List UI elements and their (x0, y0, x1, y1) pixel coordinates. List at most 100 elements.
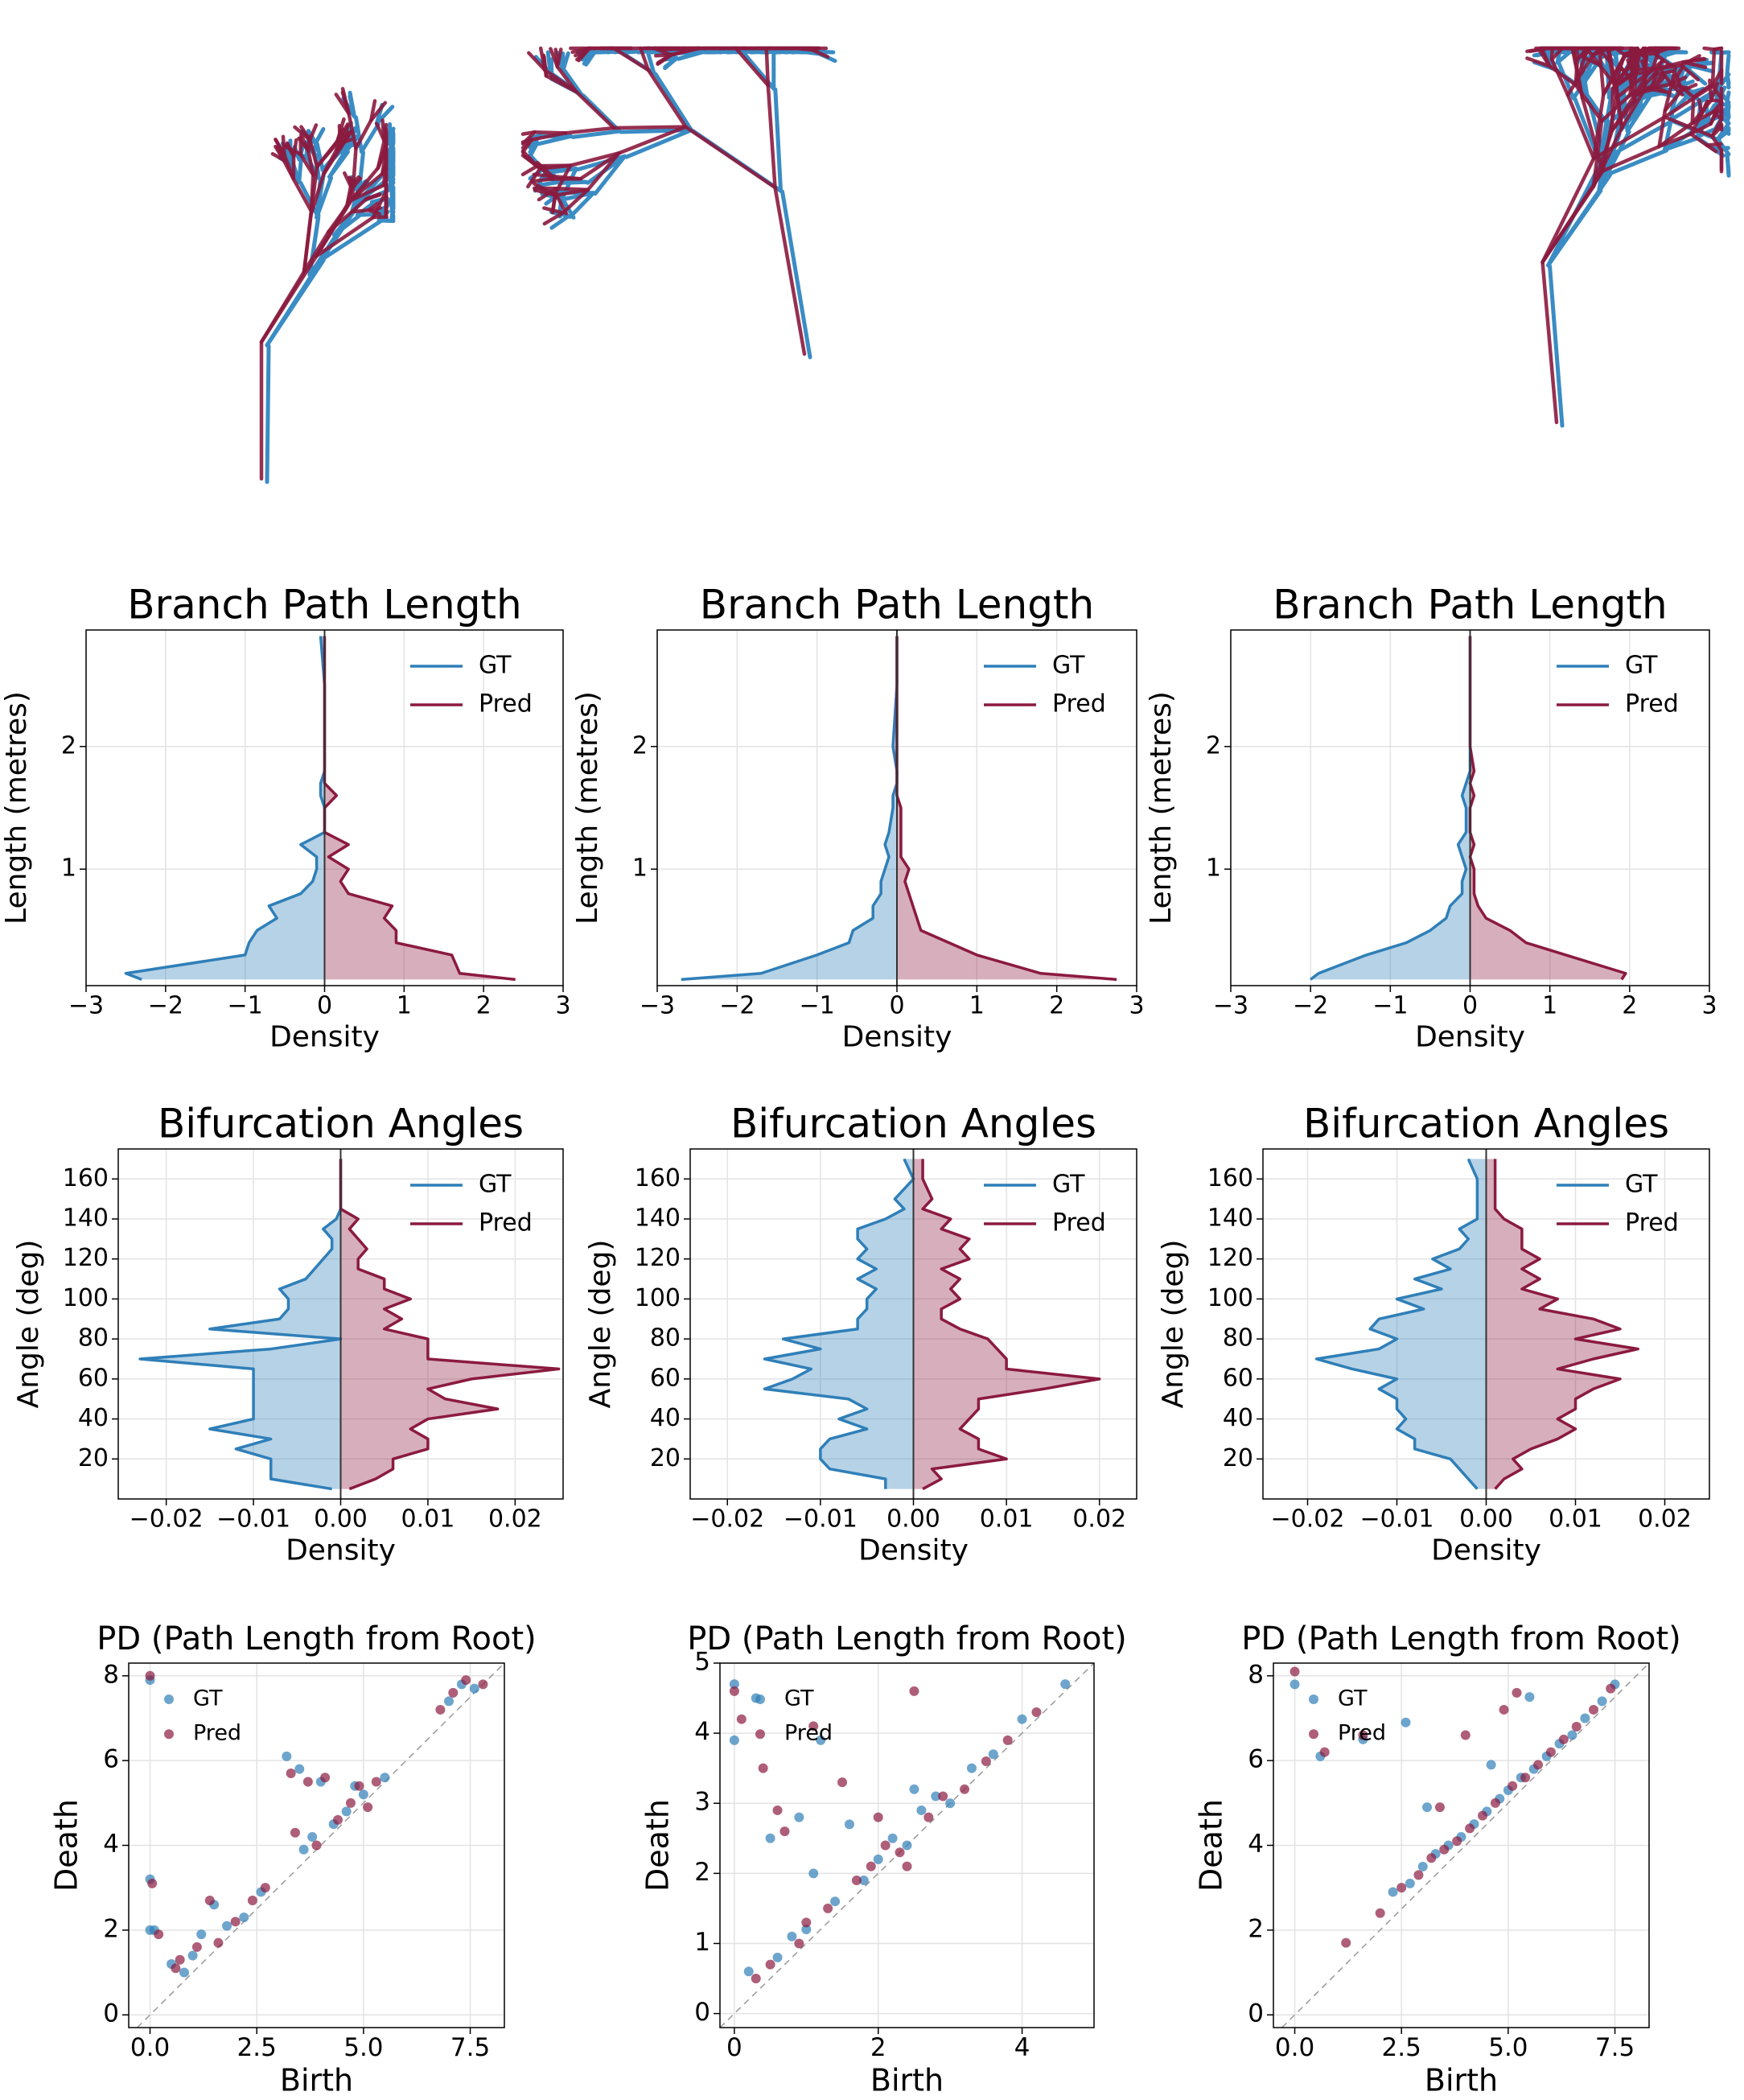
tree-segment-pred (299, 125, 312, 142)
tree-segment-pred (348, 175, 361, 188)
legend: GT Pred (984, 652, 1106, 719)
tree-renderings (259, 46, 1731, 484)
tree-segment-gt (1725, 90, 1731, 104)
plot-area (137, 1662, 505, 2028)
point (729, 1686, 739, 1696)
tree-segment-gt (331, 213, 361, 237)
legend-label: GT (479, 1171, 512, 1199)
axes-frame (689, 1148, 1137, 1500)
legend: GT Pred (410, 1171, 533, 1237)
chart-title: Bifurcation Angles (158, 1101, 524, 1147)
x-axis-label: Birth (280, 2063, 353, 2098)
tree-segment-pred (367, 208, 381, 216)
tree-segment-gt (389, 154, 396, 172)
point (298, 1844, 309, 1855)
tree-segment-pred (563, 126, 616, 135)
x-tick-label: 0.02 (488, 1505, 542, 1534)
point (478, 1679, 488, 1690)
tree-segment-pred (1540, 156, 1596, 265)
tree-segment-pred (308, 123, 319, 142)
chart: PD (Path Length from Root) 0.0 2.5 5.0 7.5 0 2… (1194, 1620, 1681, 2098)
y-tick-label: 2 (632, 731, 648, 760)
tree-segment-pred (1663, 83, 1674, 113)
density-area (324, 636, 516, 980)
point (772, 1952, 783, 1962)
x-tick-label: 0.01 (980, 1505, 1034, 1534)
point (187, 1950, 198, 1961)
tree-segment-pred (1688, 121, 1713, 136)
point (808, 1721, 819, 1731)
tree-segment-gt (549, 214, 571, 230)
point (239, 1913, 249, 1923)
tree-segment-pred (327, 210, 354, 234)
tree-segment-gt (389, 149, 396, 155)
tree-segment-gt (389, 168, 396, 197)
tree-segment-pred (348, 183, 386, 204)
y-tick-label: 160 (1207, 1164, 1253, 1192)
tree-segment-pred (1601, 144, 1661, 173)
tree-segment-pred (350, 166, 380, 201)
x-tick-label: 0.0 (130, 2033, 170, 2062)
tree-segment-gt (624, 128, 693, 159)
tree-segment-pred (309, 164, 319, 213)
y-axis-label: Death (640, 1799, 676, 1892)
y-tick-label: 2 (61, 731, 76, 760)
point (1319, 1747, 1330, 1757)
x-tick-label: 3 (1129, 992, 1144, 1020)
tree-segment-gt (702, 49, 744, 55)
y-tick-label: 2 (694, 1858, 710, 1887)
tree-segment-pred (1663, 115, 1714, 138)
point (895, 1847, 905, 1858)
y-axis-label: Death (1194, 1799, 1229, 1892)
y-tick-label: 120 (1207, 1244, 1253, 1272)
x-tick-label: −2 (148, 992, 183, 1020)
point (1512, 1687, 1522, 1698)
point (736, 1714, 747, 1724)
tree-segment-pred (532, 181, 557, 198)
tree-segment-pred (1680, 63, 1700, 82)
legend: GT Pred (410, 652, 533, 719)
point (341, 1806, 352, 1817)
point (196, 1929, 207, 1940)
density-area (897, 636, 1117, 980)
y-tick-label: 120 (63, 1244, 109, 1272)
tree-segment-gt (297, 158, 303, 184)
tree-segment-pred (1710, 47, 1717, 88)
point (175, 1954, 185, 1965)
chart: PD (Path Length from Root) 0 2 4 0 1 2 3 4 5 Birth… (640, 1620, 1127, 2098)
point (851, 1876, 862, 1886)
point (1558, 1734, 1569, 1744)
tree-segment-pred (1709, 81, 1720, 102)
y-tick-label: 140 (63, 1204, 109, 1233)
tree-segment-pred (1623, 48, 1653, 56)
tree-segment-pred (333, 127, 345, 147)
y-tick-label: 8 (1248, 1660, 1264, 1689)
point (1375, 1908, 1385, 1918)
point (902, 1861, 912, 1871)
y-tick-label: 8 (103, 1660, 119, 1689)
tree-segment-pred (343, 171, 353, 188)
y-tick-label: 140 (635, 1204, 681, 1233)
tree-segment-pred (542, 206, 566, 215)
plot-area (719, 1662, 1095, 2028)
x-tick-label: 5.0 (343, 2033, 383, 2062)
tree-segment-pred (553, 47, 560, 69)
point (171, 1963, 181, 1974)
tree-segment-gt (374, 105, 395, 126)
y-tick-label: 5 (694, 1648, 710, 1677)
density-area (1316, 1159, 1487, 1489)
y-tick-label: 160 (63, 1164, 109, 1192)
density-area (764, 1159, 914, 1489)
y-tick-label: 80 (1223, 1324, 1253, 1353)
x-tick-label: 2 (870, 2033, 886, 2062)
tree-segment-pred (646, 68, 688, 129)
tree-segment-pred (1592, 93, 1606, 161)
x-tick-label: 0 (1462, 992, 1478, 1020)
tree-segment-pred (1610, 99, 1637, 133)
tree-segment-pred (1614, 68, 1655, 100)
density-line (1314, 1158, 1479, 1490)
x-tick-label: 0.02 (1638, 1505, 1692, 1534)
tree-segment-pred (1580, 96, 1605, 173)
point (1499, 1704, 1509, 1715)
